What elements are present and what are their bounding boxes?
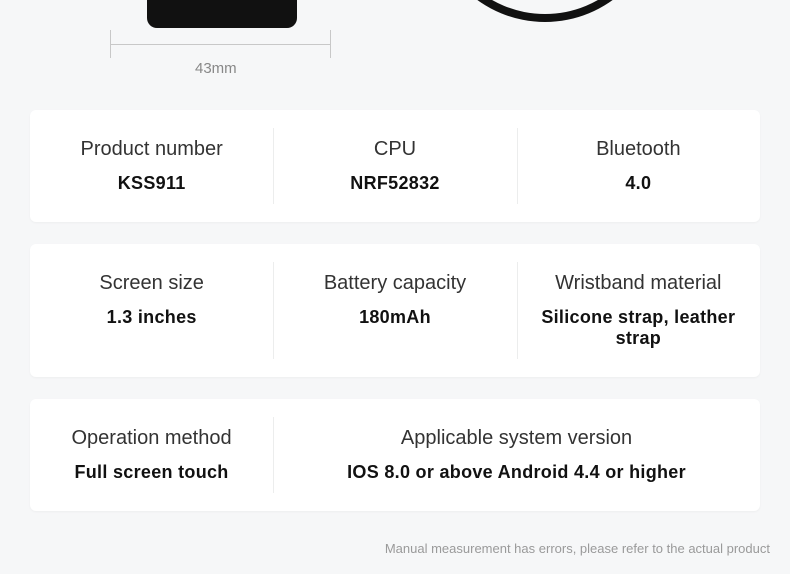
spec-cards: Product number KSS911 CPU NRF52832 Bluet…: [0, 100, 790, 511]
spec-row-3: Operation method Full screen touch Appli…: [30, 399, 760, 511]
dimension-width-label: 43mm: [195, 60, 237, 77]
dimension-tick-right: [330, 30, 331, 58]
spec-value: KSS911: [40, 173, 263, 194]
spec-value: 4.0: [527, 173, 750, 194]
spec-battery-capacity: Battery capacity 180mAh: [273, 244, 516, 377]
spec-value: IOS 8.0 or above Android 4.4 or higher: [283, 462, 750, 483]
spec-value: NRF52832: [283, 173, 506, 194]
spec-label: Screen size: [40, 272, 263, 295]
spec-value: Full screen touch: [40, 462, 263, 483]
spec-value: 180mAh: [283, 307, 506, 328]
spec-label: Applicable system version: [283, 427, 750, 450]
spec-wristband-material: Wristband material Silicone strap, leath…: [517, 244, 760, 377]
product-dimension-diagram: 43mm: [0, 0, 790, 100]
spec-screen-size: Screen size 1.3 inches: [30, 244, 273, 377]
product-silhouette: [147, 0, 297, 28]
spec-label: Operation method: [40, 427, 263, 450]
spec-label: Wristband material: [527, 272, 750, 295]
spec-label: Battery capacity: [283, 272, 506, 295]
spec-row-1: Product number KSS911 CPU NRF52832 Bluet…: [30, 110, 760, 222]
spec-label: Product number: [40, 138, 263, 161]
spec-bluetooth: Bluetooth 4.0: [517, 110, 760, 222]
spec-row-2: Screen size 1.3 inches Battery capacity …: [30, 244, 760, 377]
spec-product-number: Product number KSS911: [30, 110, 273, 222]
measurement-footnote: Manual measurement has errors, please re…: [385, 541, 770, 556]
dimension-line: [110, 44, 330, 45]
spec-operation-method: Operation method Full screen touch: [30, 399, 273, 511]
spec-applicable-system: Applicable system version IOS 8.0 or abo…: [273, 399, 760, 511]
spec-cpu: CPU NRF52832: [273, 110, 516, 222]
spec-value: 1.3 inches: [40, 307, 263, 328]
spec-label: CPU: [283, 138, 506, 161]
spec-value: Silicone strap, leather strap: [527, 307, 750, 349]
spec-label: Bluetooth: [527, 138, 750, 161]
product-ring-silhouette: [430, 0, 660, 22]
